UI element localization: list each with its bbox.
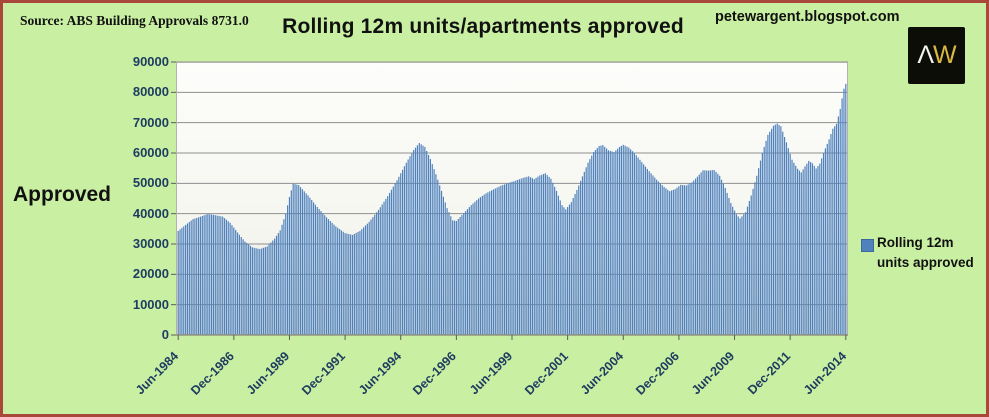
approvals-bar-chart [171, 61, 848, 340]
logo-w-glyph: W [933, 41, 957, 69]
source-label: Source: ABS Building Approvals 8731.0 [20, 13, 249, 28]
x-tick-label: Dec-1991 [299, 349, 349, 398]
y-tick-label: 90000 [132, 54, 169, 69]
x-tick-label: Dec-2011 [744, 349, 794, 398]
y-tick-label: 40000 [132, 205, 169, 221]
x-tick-label: Dec-1986 [188, 349, 237, 398]
page-title: Rolling 12m units/apartments approved [282, 15, 684, 38]
logo-caret-glyph: Λ [917, 41, 934, 69]
y-tick-label: 60000 [132, 145, 169, 160]
y-axis-side-label: Approved [13, 183, 112, 206]
x-tick-label: Dec-1996 [410, 349, 460, 398]
y-tick-label: 20000 [132, 266, 169, 282]
y-tick-label: 0 [161, 327, 169, 342]
x-tick-label: Dec-2006 [633, 349, 682, 398]
y-tick-label: 80000 [132, 84, 169, 100]
site-url-label: petewargent.blogspot.com [715, 9, 900, 25]
x-tick-label: Jun-1999 [466, 349, 515, 398]
y-tick-label: 50000 [132, 175, 169, 191]
y-tick-label: 70000 [132, 114, 169, 130]
legend-label: Rolling 12m units approved [877, 235, 974, 270]
x-tick-label: Jun-2004 [578, 349, 627, 398]
y-tick-label: 30000 [132, 236, 169, 251]
x-tick-label: Jun-2014 [800, 349, 849, 398]
x-tick-label: Jun-1994 [355, 349, 404, 398]
x-tick-label: Dec-2001 [521, 349, 571, 398]
y-tick-label: 10000 [132, 296, 169, 312]
x-tick-label: Jun-2009 [689, 349, 738, 398]
x-tick-label: Jun-1989 [244, 349, 293, 398]
legend-marker [861, 239, 874, 252]
x-tick-label: Jun-1984 [132, 349, 182, 398]
